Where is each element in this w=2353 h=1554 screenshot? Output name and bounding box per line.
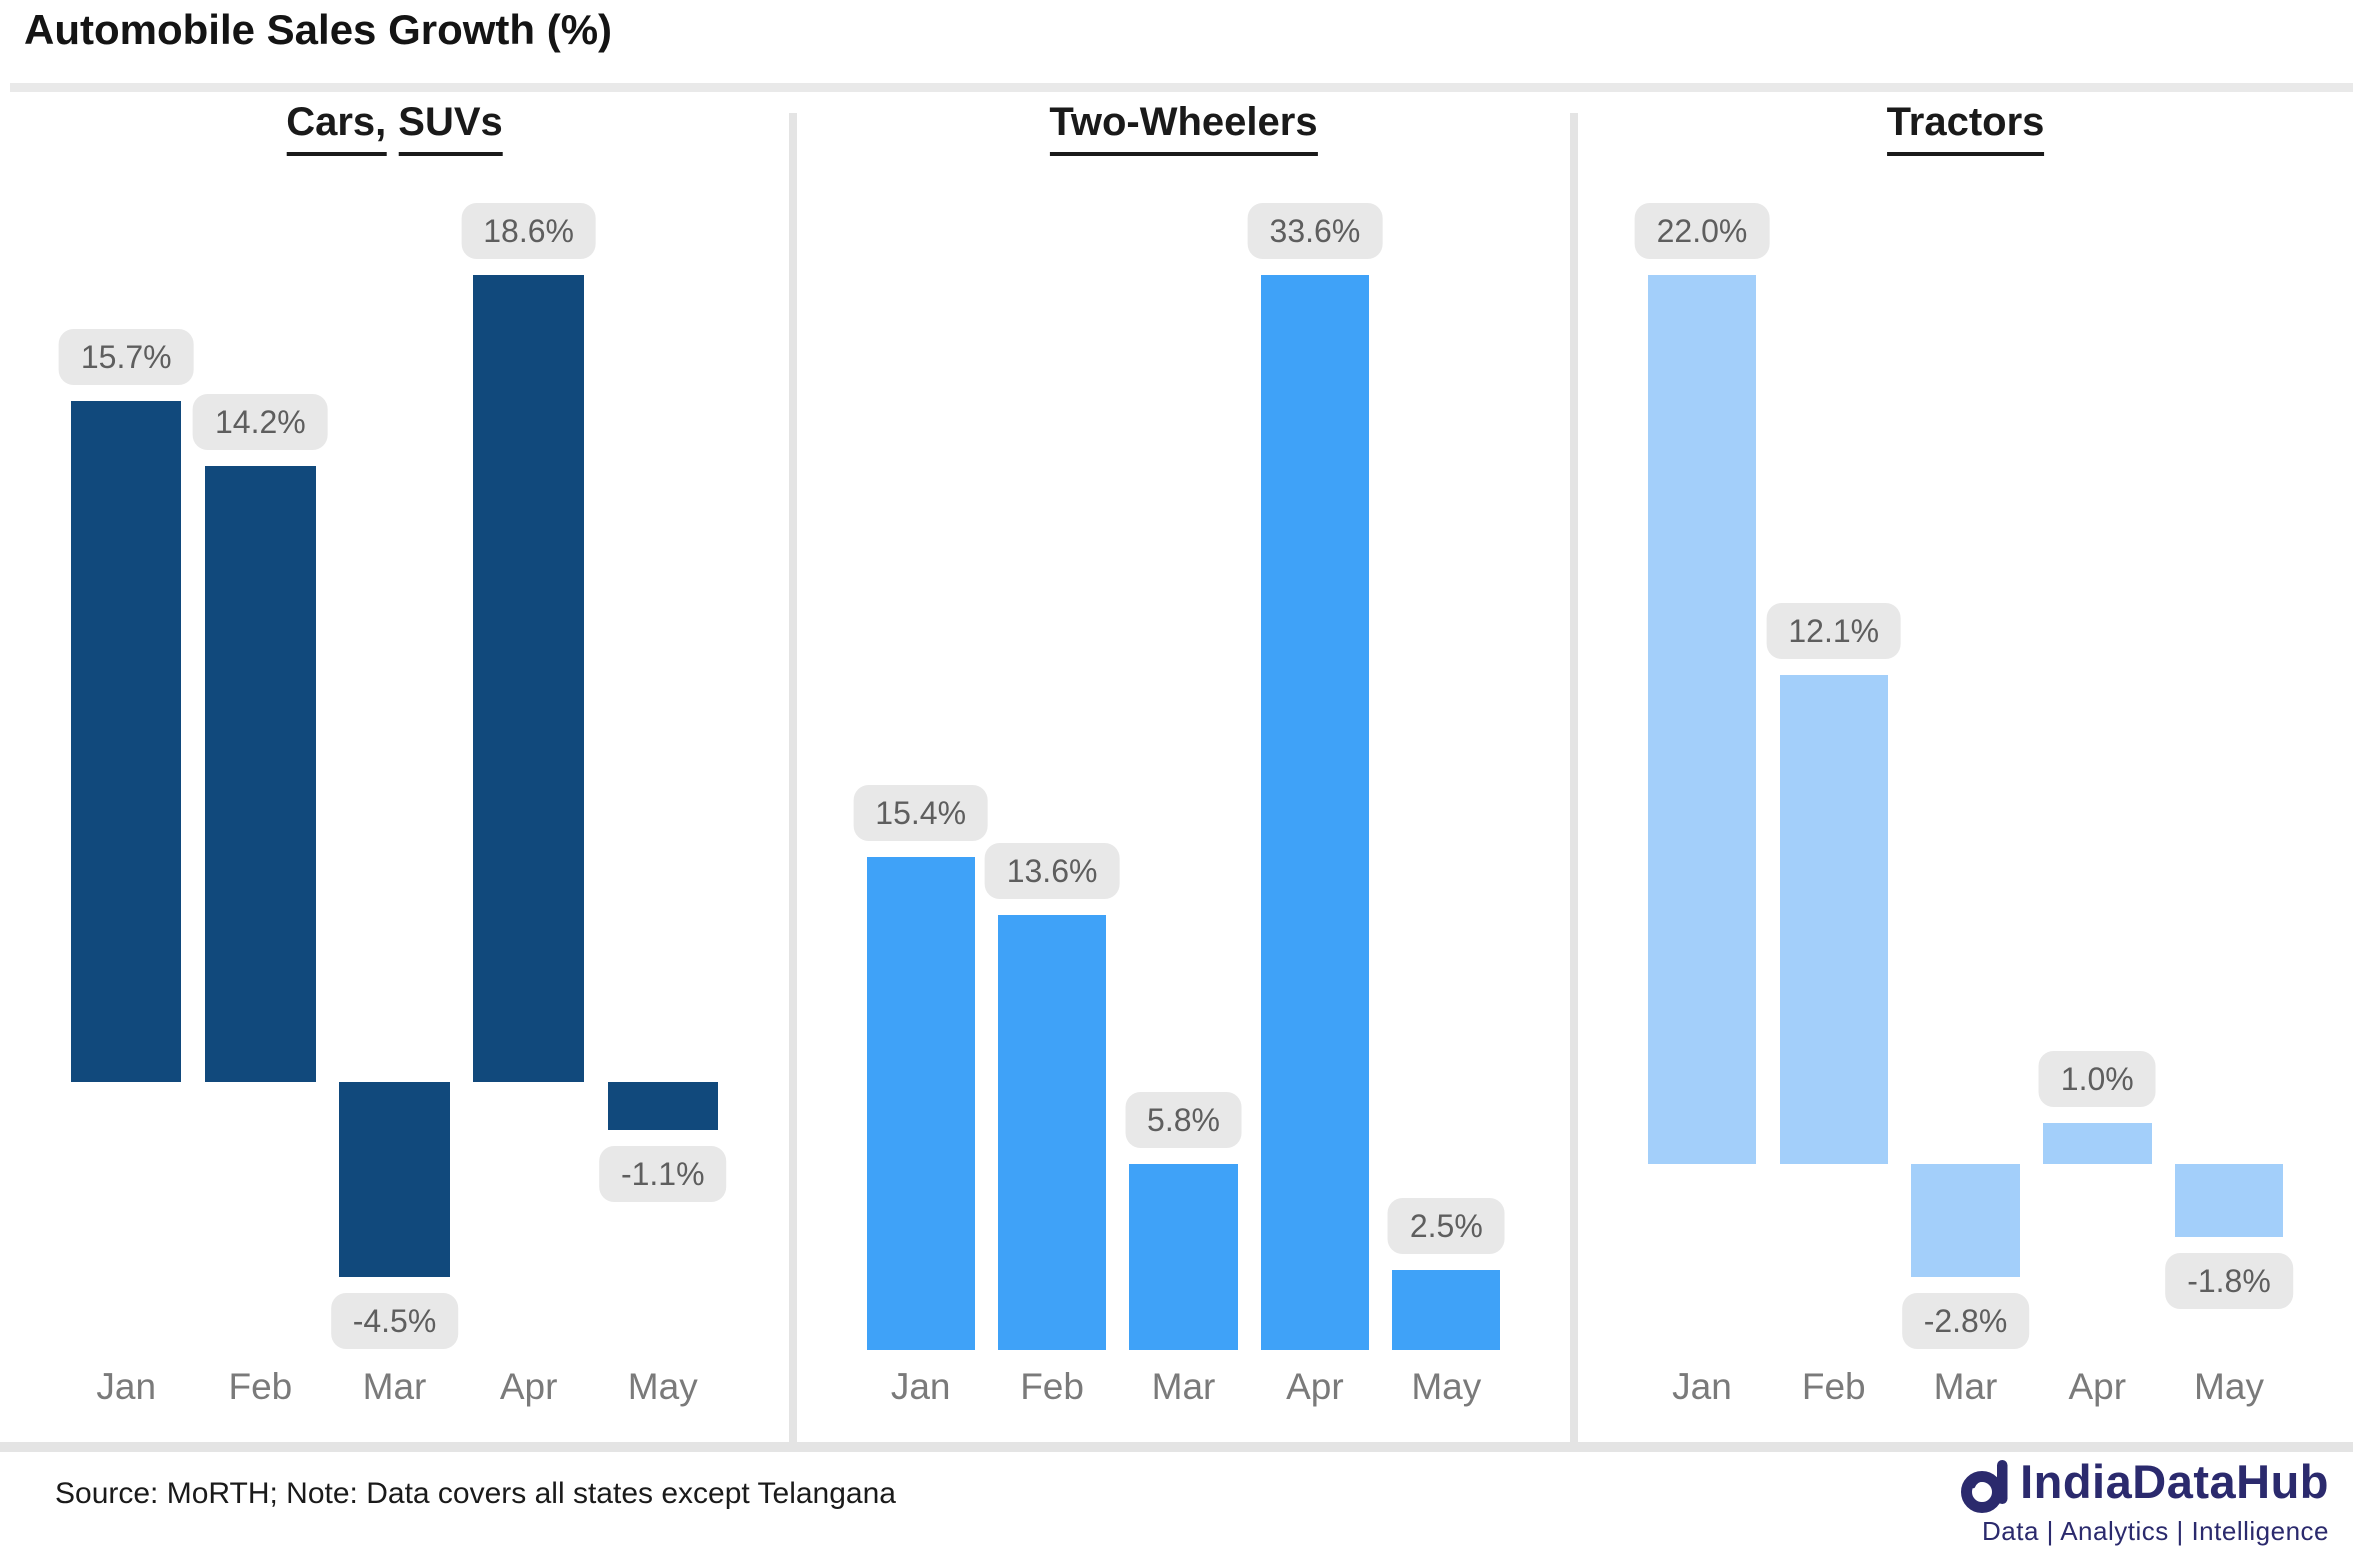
bar-two-wheelers-mar bbox=[1129, 1164, 1238, 1350]
data-label-two-wheelers-feb: 13.6% bbox=[984, 842, 1120, 899]
month-label-cars-suvs-may: May bbox=[627, 1366, 698, 1407]
bar-cars-suvs-apr bbox=[473, 275, 584, 1082]
panel-divider-2 bbox=[1570, 113, 1578, 1442]
logo-tagline: Data | Analytics | Intelligence bbox=[1982, 1516, 2329, 1546]
footer-rule bbox=[0, 1442, 2353, 1452]
source-note: Source: MoRTH; Note: Data covers all sta… bbox=[55, 1477, 896, 1510]
bar-two-wheelers-may bbox=[1392, 1270, 1501, 1350]
bar-cars-suvs-may bbox=[607, 1081, 718, 1130]
panel-title-two-wheelers: Two-Wheelers bbox=[1049, 100, 1318, 156]
logo-mark-icon bbox=[1961, 1460, 2008, 1513]
data-label-tractors-may: -1.8% bbox=[2165, 1252, 2293, 1309]
bar-tractors-apr bbox=[2043, 1123, 2152, 1164]
month-label-cars-suvs-mar: Mar bbox=[362, 1366, 427, 1407]
month-label-two-wheelers-feb: Feb bbox=[1020, 1366, 1084, 1407]
data-label-tractors-jan: 22.0% bbox=[1634, 203, 1770, 259]
month-label-tractors-may: May bbox=[2194, 1366, 2264, 1407]
data-label-tractors-feb: 12.1% bbox=[1766, 602, 1902, 659]
month-label-tractors-jan: Jan bbox=[1672, 1366, 1732, 1407]
title-rule bbox=[10, 83, 2353, 92]
month-label-two-wheelers-may: May bbox=[1411, 1366, 1482, 1407]
bar-tractors-jan bbox=[1647, 275, 1757, 1164]
month-label-tractors-mar: Mar bbox=[1933, 1366, 1998, 1407]
data-label-cars-suvs-apr: 18.6% bbox=[461, 203, 596, 259]
bar-cars-suvs-jan bbox=[71, 400, 182, 1082]
data-label-tractors-mar: -2.8% bbox=[1901, 1293, 2030, 1349]
month-label-cars-suvs-feb: Feb bbox=[228, 1366, 293, 1407]
data-label-tractors-apr: 1.0% bbox=[2038, 1051, 2156, 1108]
bar-tractors-mar bbox=[1911, 1163, 2020, 1277]
logo-name: IndiaDataHub bbox=[2020, 1455, 2329, 1508]
month-label-cars-suvs-apr: Apr bbox=[499, 1366, 558, 1407]
panel-title-word: Cars, bbox=[286, 100, 387, 156]
data-label-two-wheelers-apr: 33.6% bbox=[1247, 203, 1383, 259]
month-label-two-wheelers-apr: Apr bbox=[1286, 1366, 1344, 1407]
page-title: Automobile Sales Growth (%) bbox=[24, 6, 613, 53]
panel-title-word: Two-Wheelers bbox=[1049, 100, 1318, 156]
bar-tractors-may bbox=[2174, 1163, 2284, 1237]
data-label-two-wheelers-may: 2.5% bbox=[1387, 1198, 1505, 1254]
panel-title-cars-suvs: Cars, SUVs bbox=[286, 100, 503, 156]
bar-cars-suvs-feb bbox=[205, 465, 316, 1082]
panel-title-word: SUVs bbox=[398, 100, 503, 156]
indiadatahub-logo: IndiaDataHub Data | Analytics | Intellig… bbox=[1960, 1456, 2329, 1547]
month-label-tractors-apr: Apr bbox=[2068, 1366, 2127, 1407]
bar-two-wheelers-jan bbox=[866, 857, 975, 1350]
panel-divider-1 bbox=[789, 113, 797, 1442]
bar-two-wheelers-feb bbox=[997, 914, 1107, 1350]
data-label-two-wheelers-mar: 5.8% bbox=[1125, 1092, 1242, 1149]
data-label-cars-suvs-jan: 15.7% bbox=[58, 328, 194, 385]
month-label-tractors-feb: Feb bbox=[1801, 1366, 1866, 1407]
bar-cars-suvs-mar bbox=[339, 1081, 450, 1277]
bar-tractors-feb bbox=[1779, 674, 1888, 1164]
panel-title-tractors: Tractors bbox=[1886, 100, 2045, 156]
data-label-cars-suvs-feb: 14.2% bbox=[192, 393, 328, 450]
month-label-cars-suvs-jan: Jan bbox=[96, 1366, 157, 1407]
month-label-two-wheelers-mar: Mar bbox=[1151, 1366, 1216, 1407]
panel-title-word: Tractors bbox=[1886, 100, 2045, 156]
bar-two-wheelers-apr bbox=[1260, 275, 1370, 1350]
data-label-cars-suvs-mar: -4.5% bbox=[330, 1293, 459, 1349]
month-label-two-wheelers-jan: Jan bbox=[890, 1366, 951, 1407]
data-label-cars-suvs-may: -1.1% bbox=[598, 1145, 727, 1202]
data-label-two-wheelers-jan: 15.4% bbox=[853, 785, 989, 842]
